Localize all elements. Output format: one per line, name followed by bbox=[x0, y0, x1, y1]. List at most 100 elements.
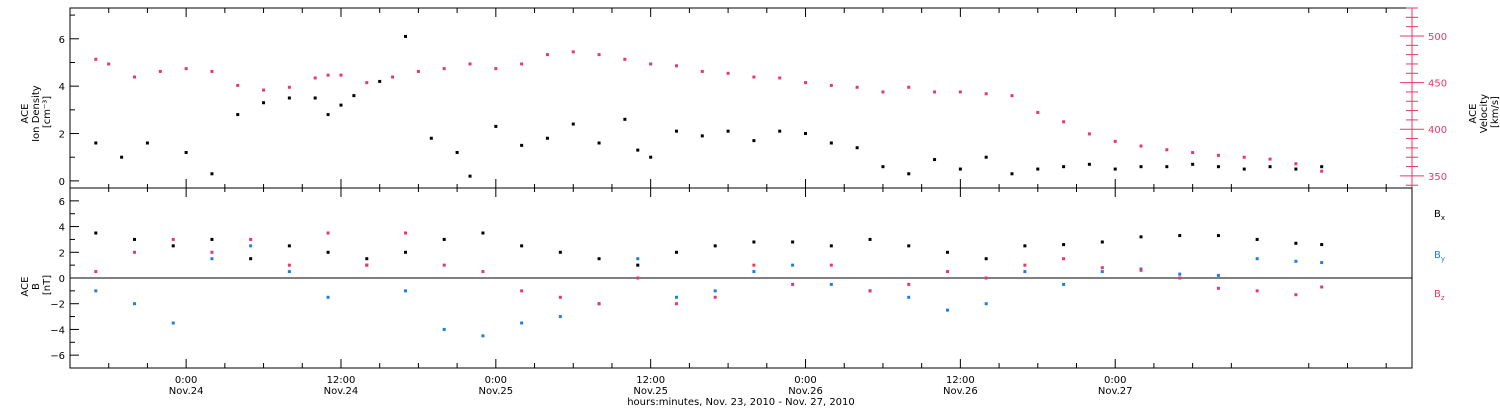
field-point bbox=[287, 263, 291, 267]
velocity-tick-label: 350 bbox=[1428, 172, 1447, 183]
top-point bbox=[339, 73, 343, 77]
top-point bbox=[1294, 167, 1298, 171]
top-point bbox=[520, 143, 524, 147]
top-point bbox=[636, 148, 640, 152]
top-point bbox=[352, 94, 356, 98]
top-point bbox=[145, 141, 149, 145]
field-point bbox=[287, 270, 291, 274]
field-point bbox=[1062, 282, 1066, 286]
field-point bbox=[558, 315, 562, 319]
field-point bbox=[1320, 243, 1324, 247]
top-point bbox=[442, 67, 446, 71]
top-point bbox=[1139, 165, 1143, 169]
top-point bbox=[855, 146, 859, 150]
top-point bbox=[1242, 155, 1246, 159]
field-point bbox=[1062, 243, 1066, 247]
time-tick-label: 0:00 bbox=[175, 375, 197, 386]
field-point bbox=[945, 270, 949, 274]
density-label-line-1: ACE bbox=[20, 104, 31, 124]
top-point bbox=[494, 67, 498, 71]
field-point bbox=[1255, 257, 1259, 261]
field-point bbox=[1216, 273, 1220, 277]
density-tick-label: 6 bbox=[59, 35, 65, 46]
time-axis-label: hours:minutes, Nov. 23, 2010 - Nov. 27, … bbox=[627, 397, 855, 408]
field-point bbox=[1023, 244, 1027, 248]
date-tick-label: Nov.26 bbox=[788, 386, 823, 397]
date-tick-label: Nov.27 bbox=[1098, 386, 1133, 397]
top-point bbox=[416, 69, 420, 73]
top-series-velocity bbox=[94, 50, 1324, 173]
top-point bbox=[726, 71, 730, 75]
top-point bbox=[184, 67, 188, 71]
top-point bbox=[700, 69, 704, 73]
field-point bbox=[481, 270, 485, 274]
top-point bbox=[907, 172, 911, 176]
field-point bbox=[520, 244, 524, 248]
top-point bbox=[158, 69, 162, 73]
field-point bbox=[945, 308, 949, 312]
top-point bbox=[933, 158, 937, 162]
top-point bbox=[1320, 165, 1324, 169]
field-point bbox=[171, 237, 175, 241]
field-axis-label: ACE B [nT] bbox=[20, 273, 53, 296]
field-point bbox=[1100, 266, 1104, 270]
field-point bbox=[442, 263, 446, 267]
field-tick-label: 6 bbox=[59, 197, 65, 208]
top-point bbox=[210, 172, 214, 176]
magnetic-field-panel: −6 −4 −2 0 2 4 6 Bx By Bz ACE B [nT] bbox=[20, 187, 1445, 369]
top-point bbox=[326, 113, 330, 117]
top-point bbox=[429, 136, 433, 140]
field-point bbox=[249, 244, 253, 248]
field-point bbox=[171, 321, 175, 325]
field-point bbox=[674, 295, 678, 299]
top-point bbox=[326, 73, 330, 77]
field-label-line-2: B bbox=[31, 283, 42, 290]
field-point bbox=[210, 250, 214, 254]
field-point bbox=[442, 237, 446, 241]
field-series-bx bbox=[94, 231, 1324, 267]
top-point bbox=[933, 90, 937, 94]
top-point bbox=[545, 136, 549, 140]
velocity-axis-label: ACE Velocity [km/s] bbox=[1468, 91, 1500, 133]
field-point bbox=[1294, 259, 1298, 263]
field-point bbox=[481, 231, 485, 235]
field-point bbox=[791, 240, 795, 244]
field-point bbox=[597, 302, 601, 306]
top-point bbox=[1010, 94, 1014, 98]
top-point bbox=[236, 83, 240, 87]
top-point bbox=[545, 53, 549, 57]
top-point bbox=[778, 129, 782, 133]
field-point bbox=[1320, 285, 1324, 289]
field-point bbox=[404, 289, 407, 293]
velocity-tick-label: 500 bbox=[1428, 32, 1447, 43]
top-point bbox=[520, 62, 524, 66]
top-point bbox=[623, 57, 627, 61]
field-point bbox=[133, 250, 137, 254]
top-point bbox=[1268, 165, 1272, 169]
top-point bbox=[1087, 132, 1091, 136]
field-point bbox=[636, 263, 640, 267]
top-point bbox=[1165, 165, 1169, 169]
top-point bbox=[597, 53, 601, 57]
field-point bbox=[1255, 289, 1259, 293]
top-point bbox=[391, 75, 395, 79]
field-point bbox=[1139, 268, 1143, 272]
field-point bbox=[829, 282, 833, 286]
top-point bbox=[236, 113, 240, 117]
field-point bbox=[1294, 293, 1298, 297]
top-point bbox=[339, 103, 343, 107]
field-point bbox=[752, 263, 756, 267]
field-point bbox=[829, 244, 833, 248]
field-point bbox=[558, 295, 562, 299]
top-point bbox=[1242, 167, 1246, 171]
field-point bbox=[287, 244, 291, 248]
top-point bbox=[313, 96, 317, 100]
top-point bbox=[855, 85, 859, 89]
time-tick-label: 0:00 bbox=[794, 375, 816, 386]
field-tick-label: 4 bbox=[59, 223, 65, 234]
date-tick-label: Nov.24 bbox=[169, 386, 204, 397]
top-point bbox=[907, 85, 911, 89]
field-series bbox=[94, 231, 1324, 338]
top-point bbox=[1216, 153, 1220, 157]
field-point bbox=[907, 244, 911, 248]
